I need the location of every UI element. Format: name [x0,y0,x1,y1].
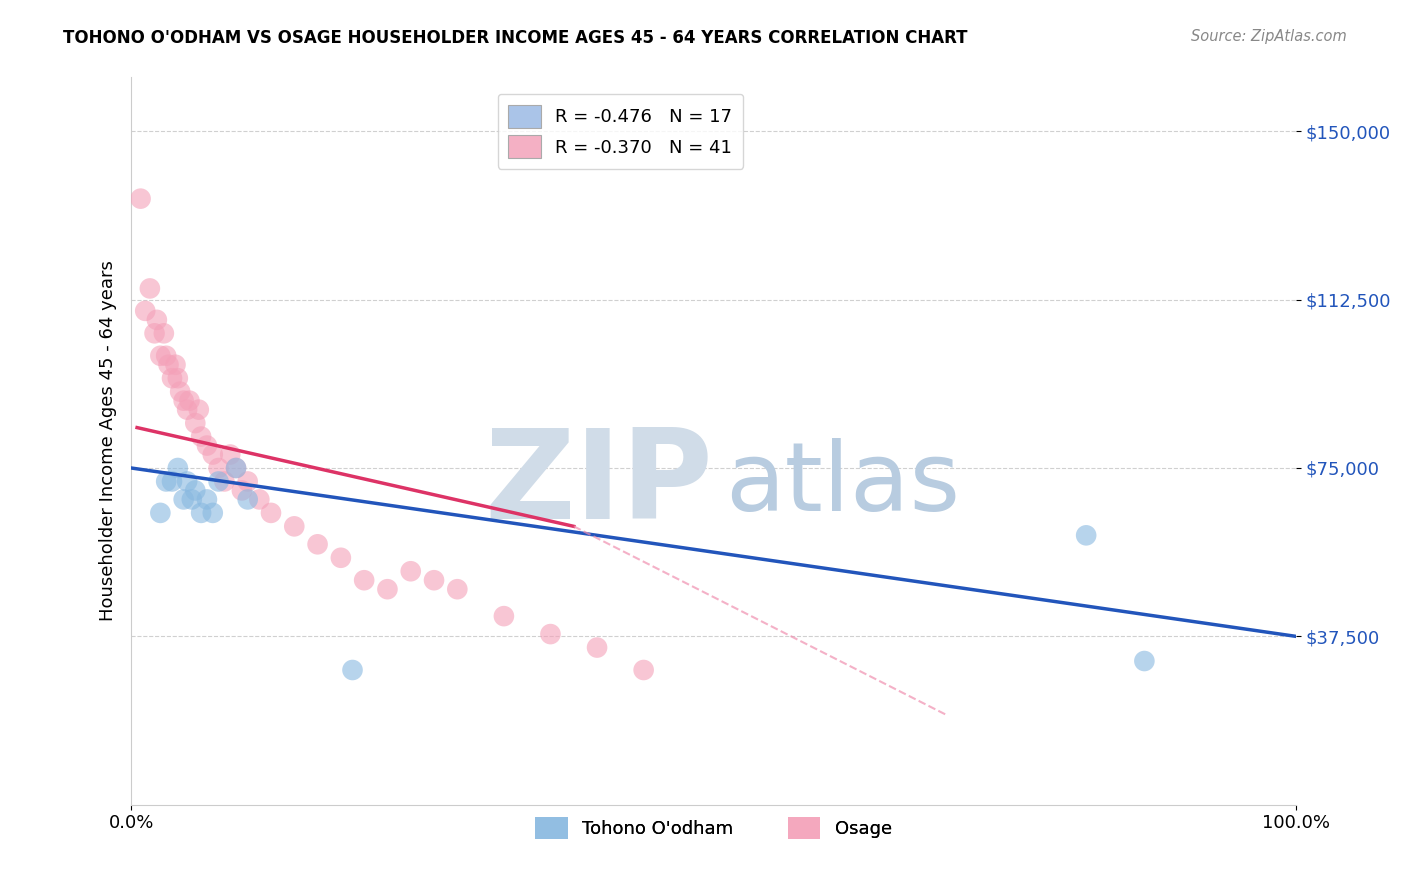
Point [207,461,229,475]
Point [342,663,364,677]
Point [134,304,156,318]
Point [201,448,224,462]
Point [165,358,187,372]
Point [153,326,176,341]
Point [176,402,198,417]
Point [173,492,195,507]
Point [157,358,180,372]
Point [236,492,259,507]
Y-axis label: Householder Income Ages 45 - 64 years: Householder Income Ages 45 - 64 years [100,260,117,622]
Point [423,573,446,587]
Point [586,640,609,655]
Point [187,402,209,417]
Point [143,326,166,341]
Point [329,550,352,565]
Point [155,349,177,363]
Point [377,582,399,597]
Point [283,519,305,533]
Point [155,475,177,489]
Point [173,393,195,408]
Point [492,609,515,624]
Point [540,627,562,641]
Point [190,506,212,520]
Point [214,475,236,489]
Point [195,438,218,452]
Point [353,573,375,587]
Legend: Tohono O'odham, Osage: Tohono O'odham, Osage [529,810,898,847]
Point [231,483,253,498]
Point [190,429,212,443]
Point [633,663,655,677]
Point [149,506,172,520]
Point [149,349,172,363]
Point [184,483,207,498]
Point [184,416,207,430]
Point [146,313,169,327]
Point [160,475,183,489]
Point [307,537,329,551]
Point [219,448,242,462]
Point [169,384,191,399]
Text: atlas: atlas [725,438,960,532]
Point [180,492,202,507]
Point [166,371,188,385]
Point [195,492,218,507]
Point [399,564,422,578]
Point [160,371,183,385]
Point [236,475,259,489]
Point [1133,654,1156,668]
Point [207,475,229,489]
Point [225,461,247,475]
Point [166,461,188,475]
Point [139,281,162,295]
Point [176,475,198,489]
Text: TOHONO O'ODHAM VS OSAGE HOUSEHOLDER INCOME AGES 45 - 64 YEARS CORRELATION CHART: TOHONO O'ODHAM VS OSAGE HOUSEHOLDER INCO… [63,29,967,46]
Point [1076,528,1098,542]
Point [225,461,247,475]
Point [247,492,270,507]
Point [446,582,468,597]
Text: ZIP: ZIP [485,425,713,545]
Point [179,393,201,408]
Point [260,506,283,520]
Point [201,506,224,520]
Point [129,192,152,206]
Text: Source: ZipAtlas.com: Source: ZipAtlas.com [1191,29,1347,44]
